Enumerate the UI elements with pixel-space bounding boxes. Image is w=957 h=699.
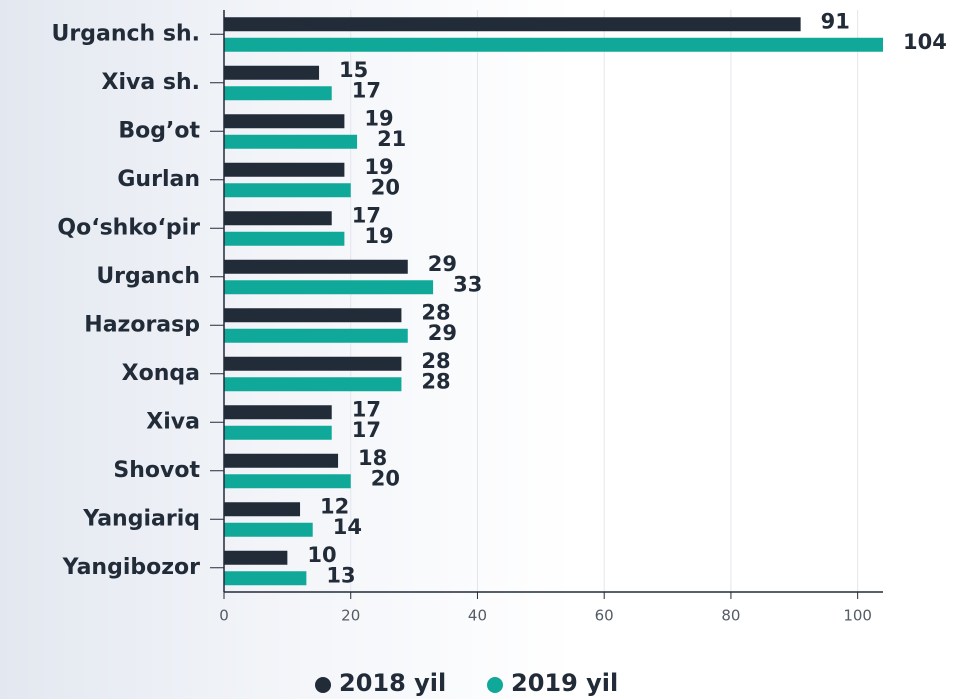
y-tick-label: Gurlan (117, 167, 200, 192)
x-tick-label: 60 (595, 607, 614, 625)
bar (224, 259, 408, 274)
data-label: 10 (307, 543, 336, 567)
y-tick-label: Shovot (113, 458, 200, 483)
bar (224, 328, 408, 343)
data-label: 28 (421, 349, 450, 373)
data-label: 29 (428, 252, 457, 276)
bar (224, 37, 883, 52)
data-label: 20 (371, 466, 400, 490)
bar (224, 356, 402, 371)
data-label: 91 (821, 9, 850, 33)
data-label: 21 (377, 127, 406, 151)
x-tick-label: 0 (219, 607, 229, 625)
bar (224, 502, 301, 517)
data-label: 19 (364, 155, 393, 179)
bar (224, 65, 320, 80)
y-tick-label: Yangibozor (62, 555, 200, 580)
bar (224, 162, 345, 177)
data-label: 15 (339, 58, 368, 82)
legend-marker (315, 677, 331, 693)
data-label: 13 (326, 563, 355, 587)
data-label: 17 (352, 418, 381, 442)
legend-label: 2019 yil (511, 669, 618, 697)
bar (224, 474, 351, 489)
x-tick-label: 80 (721, 607, 740, 625)
data-label: 14 (333, 515, 362, 539)
data-label: 28 (421, 369, 450, 393)
data-label: 20 (371, 175, 400, 199)
bar (224, 377, 402, 392)
bar (224, 231, 345, 246)
y-tick-label: Xiva (146, 409, 200, 434)
bar (224, 550, 288, 565)
bar (224, 308, 402, 323)
bar (224, 405, 332, 420)
data-label: 18 (358, 446, 387, 470)
legend-marker (487, 677, 503, 693)
bar (224, 134, 358, 149)
data-label: 12 (320, 494, 349, 518)
x-tick-label: 100 (843, 607, 872, 625)
x-tick-label: 20 (341, 607, 360, 625)
y-tick-label: Xonqa (122, 361, 200, 386)
y-tick-label: Urganch (96, 264, 200, 289)
y-tick-label: Xiva sh. (102, 70, 200, 95)
y-tick-label: Urganch sh. (52, 21, 200, 46)
bar (224, 453, 339, 468)
data-label: 33 (453, 272, 482, 296)
data-label: 29 (428, 321, 457, 345)
bar (224, 17, 801, 32)
data-label: 17 (352, 203, 381, 227)
y-tick-label: Qo‘shko‘pir (57, 215, 200, 240)
bar (224, 86, 332, 101)
data-label: 19 (364, 106, 393, 130)
bar (224, 425, 332, 440)
legend-label: 2018 yil (339, 669, 446, 697)
data-label: 28 (421, 300, 450, 324)
data-label: 104 (903, 30, 947, 54)
data-label: 17 (352, 397, 381, 421)
data-label: 17 (352, 78, 381, 102)
bar (224, 522, 313, 537)
bar (224, 571, 307, 586)
y-tick-label: Yangiariq (82, 506, 200, 531)
y-tick-label: Bog’ot (118, 118, 200, 143)
bar (224, 280, 434, 295)
bar (224, 114, 345, 129)
x-tick-label: 40 (468, 607, 487, 625)
bar (224, 183, 351, 198)
bar (224, 211, 332, 226)
y-tick-label: Hazorasp (84, 312, 200, 337)
data-label: 19 (364, 224, 393, 248)
